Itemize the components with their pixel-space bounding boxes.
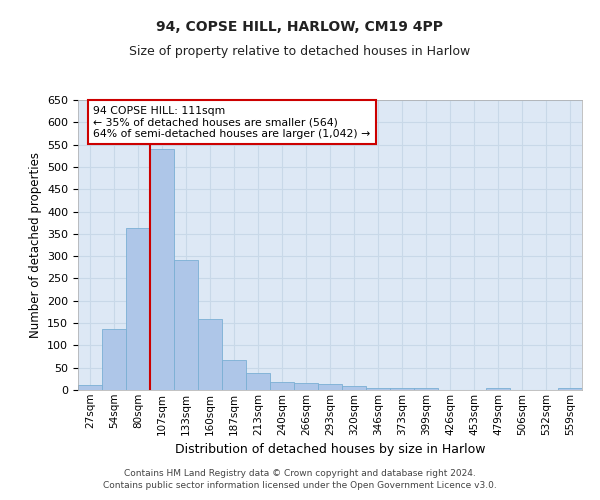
Bar (486, 388, 510, 390)
Text: Size of property relative to detached houses in Harlow: Size of property relative to detached ho… (130, 45, 470, 58)
Bar (198, 318, 222, 390)
Bar (126, 228, 150, 390)
Bar (390, 388, 414, 390)
Bar (150, 149, 174, 390)
Bar (246, 372, 270, 390)
Bar (78, 385, 102, 390)
Bar (318, 384, 342, 390)
Y-axis label: Number of detached properties: Number of detached properties (29, 152, 41, 338)
Bar (102, 329, 126, 390)
Bar (366, 388, 390, 390)
Bar (294, 384, 318, 390)
Bar (558, 388, 582, 390)
Text: 94, COPSE HILL, HARLOW, CM19 4PP: 94, COPSE HILL, HARLOW, CM19 4PP (157, 20, 443, 34)
Text: 94 COPSE HILL: 111sqm
← 35% of detached houses are smaller (564)
64% of semi-det: 94 COPSE HILL: 111sqm ← 35% of detached … (93, 106, 370, 139)
Text: Contains HM Land Registry data © Crown copyright and database right 2024.
Contai: Contains HM Land Registry data © Crown c… (103, 468, 497, 490)
Bar (270, 382, 294, 390)
X-axis label: Distribution of detached houses by size in Harlow: Distribution of detached houses by size … (175, 443, 485, 456)
Bar (414, 388, 438, 390)
Bar (222, 360, 246, 390)
Bar (174, 260, 198, 390)
Bar (342, 386, 366, 390)
